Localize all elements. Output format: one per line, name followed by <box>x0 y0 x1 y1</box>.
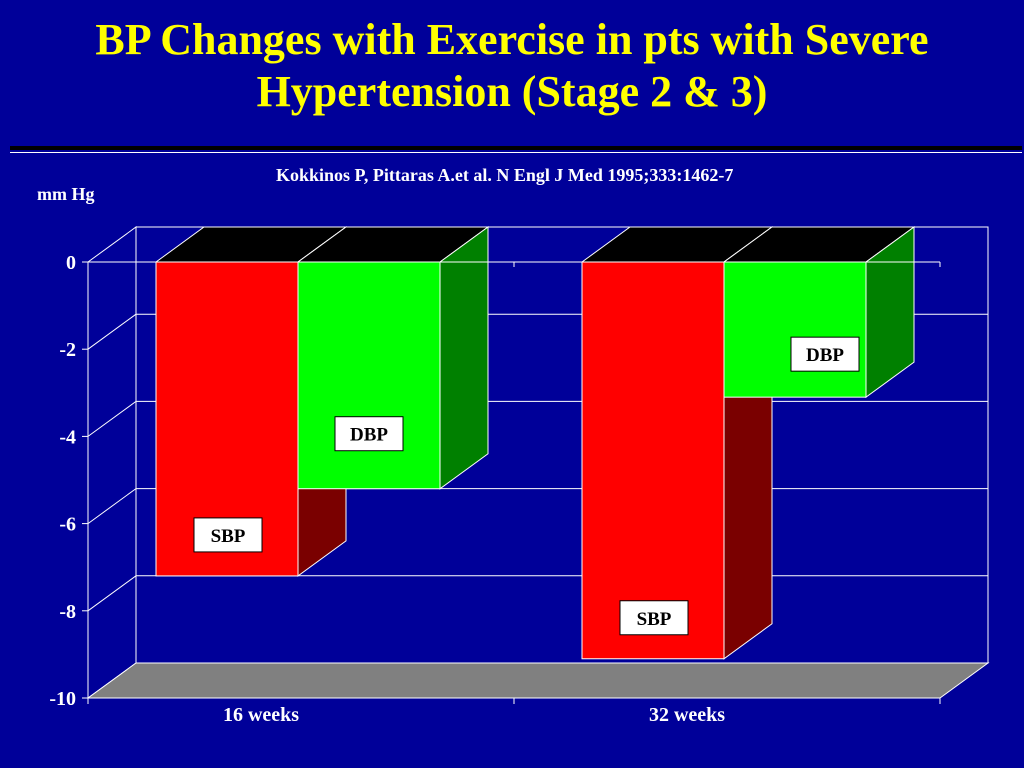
chart-walls <box>86 226 990 699</box>
y-tick-label: -4 <box>59 426 76 448</box>
y-tick-label: -8 <box>59 601 76 623</box>
title-line-1: BP Changes with Exercise in pts with Sev… <box>95 15 929 64</box>
x-category-label: 16 weeks <box>223 704 299 726</box>
y-axis-label: mm Hg <box>37 184 95 204</box>
series-label-box <box>619 600 689 636</box>
y-tick-label: 0 <box>66 252 76 274</box>
title-divider <box>10 146 1022 150</box>
series-label-box <box>790 336 860 372</box>
citation: Kokkinos P, Pittaras A.et al. N Engl J M… <box>276 165 734 185</box>
title-line-2: Hypertension (Stage 2 & 3) <box>256 67 768 116</box>
label-sbp-1: SBP <box>193 517 263 553</box>
gridline-side <box>87 313 137 350</box>
series-label-text: DBP <box>806 345 844 366</box>
title-divider-highlight <box>10 152 1022 153</box>
chart-bars <box>154 226 916 660</box>
x-axis: 16 weeks 32 weeks <box>87 261 941 726</box>
chart-floor <box>86 662 990 699</box>
y-axis: 0 -2 -4 -6 -8 -10 mm Hg <box>37 184 95 710</box>
gridline-side <box>87 488 137 525</box>
bar-side-face <box>439 226 489 490</box>
bar-dbp-2 <box>722 226 916 399</box>
bar-front-face <box>723 261 867 398</box>
series-label-text: SBP <box>637 609 672 630</box>
series-label-text: DBP <box>350 425 388 446</box>
y-tick-label: -2 <box>59 339 76 361</box>
gridline-side <box>87 400 137 437</box>
series-label-box <box>193 517 263 553</box>
gridline-side <box>87 575 137 612</box>
label-sbp-2: SBP <box>619 600 689 636</box>
y-tick-label: -10 <box>49 688 76 710</box>
y-tick-label: -6 <box>59 514 76 536</box>
x-category-label: 32 weeks <box>649 704 725 726</box>
label-dbp-2: DBP <box>790 336 860 372</box>
left-wall <box>87 226 137 699</box>
bar-front-face <box>581 261 725 660</box>
series-label-box <box>334 416 404 452</box>
label-dbp-1: DBP <box>334 416 404 452</box>
slide-title: BP Changes with Exercise in pts with Sev… <box>0 14 1024 118</box>
series-label-text: SBP <box>211 526 246 547</box>
bar-front-face <box>297 261 441 490</box>
bar-labels: SBP DBP SBP DBP <box>193 336 860 636</box>
